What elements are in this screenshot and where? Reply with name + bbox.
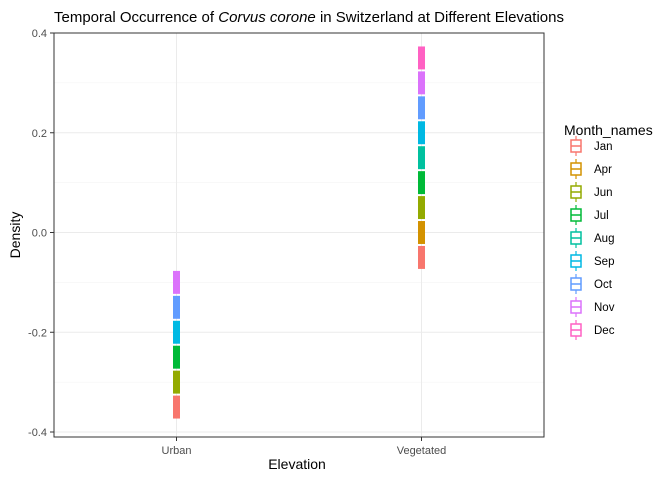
box-sep-urban (173, 320, 180, 344)
box-jul-urban (173, 345, 180, 369)
legend-key (570, 159, 582, 179)
legend-label: Jan (594, 141, 613, 153)
legend-key (570, 251, 582, 271)
legend-key (570, 297, 582, 317)
legend-key (570, 228, 582, 248)
legend-label: Jun (594, 187, 613, 199)
legend-key (570, 205, 582, 225)
legend-label: Nov (594, 302, 615, 314)
legend-title: Month_names (564, 122, 653, 138)
box-nov-urban (173, 270, 180, 294)
legend-item-jan: Jan (570, 136, 613, 156)
y-tick-label: 0.4 (32, 28, 47, 40)
legend-key (570, 136, 582, 156)
legend-label: Sep (594, 256, 614, 268)
box-sep-vegetated (418, 121, 425, 145)
legend-label: Aug (594, 233, 614, 245)
legend-label: Dec (594, 325, 615, 337)
legend-item-nov: Nov (570, 297, 615, 317)
box-nov-vegetated (418, 71, 425, 95)
box-jun-urban (173, 370, 180, 394)
box-jan-vegetated (418, 245, 425, 269)
legend-key (570, 320, 582, 340)
legend-item-dec: Dec (570, 320, 615, 340)
plot-panel (53, 32, 545, 438)
grid-lines (54, 32, 544, 437)
box-oct-urban (173, 295, 180, 319)
legend-key (570, 182, 582, 202)
y-tick-label: 0.2 (32, 128, 47, 140)
legend-label: Apr (594, 164, 612, 176)
x-tick-label: Urban (162, 445, 192, 457)
box-apr-vegetated (418, 221, 425, 244)
y-tick-label: 0.0 (32, 228, 47, 240)
legend-label: Oct (594, 279, 613, 291)
y-axis: -0.4 -0.2 0.0 0.2 0.4 (28, 28, 54, 439)
legend-key (570, 274, 582, 294)
box-dec-vegetated (418, 46, 425, 70)
legend-item-sep: Sep (570, 251, 614, 271)
x-tick-label: Vegetated (397, 445, 447, 457)
box-jun-vegetated (418, 196, 425, 220)
legend-item-oct: Oct (570, 274, 613, 294)
y-axis-title: Density (7, 212, 23, 259)
legend-item-apr: Apr (570, 159, 612, 179)
x-axis-title: Elevation (268, 456, 326, 472)
chart-title: Temporal Occurrence of Corvus corone in … (54, 9, 564, 26)
legend-item-jul: Jul (570, 205, 609, 225)
x-axis: Urban Vegetated (162, 437, 447, 457)
legend: Month_names Jan Apr Jun Jul Aug Sep Oct Nov Dec (564, 122, 653, 340)
box-series (173, 46, 425, 419)
y-tick-label: -0.4 (28, 427, 47, 439)
box-oct-vegetated (418, 96, 425, 120)
legend-item-aug: Aug (570, 228, 614, 248)
legend-label: Jul (594, 210, 609, 222)
box-jan-urban (173, 395, 180, 419)
box-jul-vegetated (418, 171, 425, 195)
y-tick-label: -0.2 (28, 327, 47, 339)
legend-item-jun: Jun (570, 182, 613, 202)
box-aug-vegetated (418, 146, 425, 170)
